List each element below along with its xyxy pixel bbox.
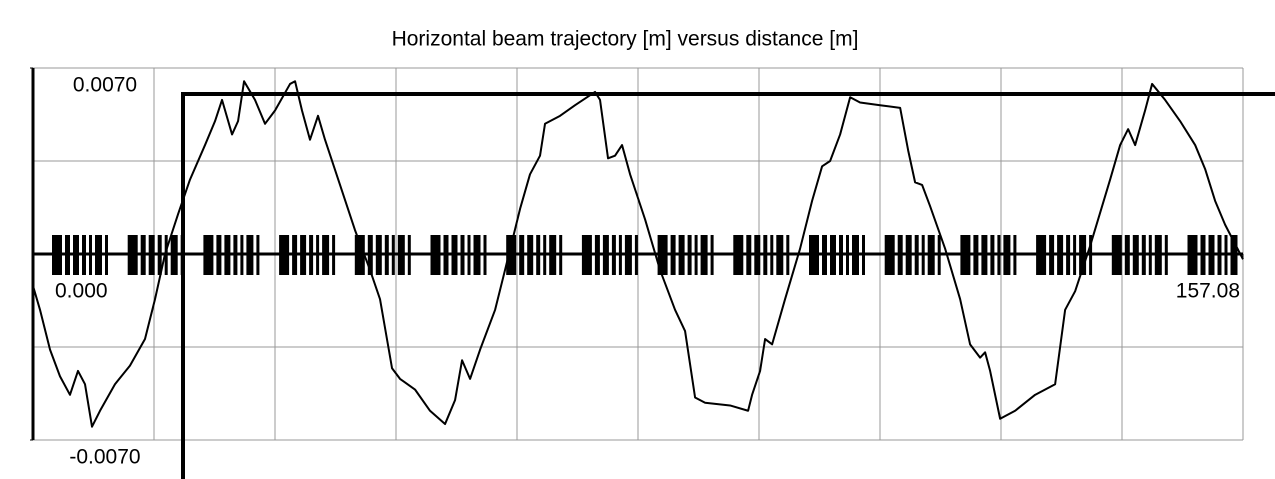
trajectory-line	[32, 80, 1244, 428]
x-tick-label: 157.08	[1176, 280, 1240, 303]
x-tick-label: 0.000	[55, 280, 108, 303]
y-tick-label: 0.0070	[73, 74, 137, 97]
y-tick-label: -0.0070	[69, 446, 140, 469]
chart-title: Horizontal beam trajectory [m] versus di…	[392, 28, 859, 51]
